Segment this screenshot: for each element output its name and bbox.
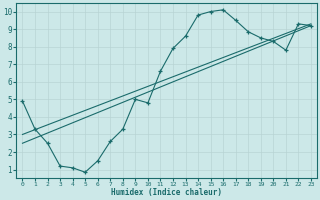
X-axis label: Humidex (Indice chaleur): Humidex (Indice chaleur) (111, 188, 222, 197)
